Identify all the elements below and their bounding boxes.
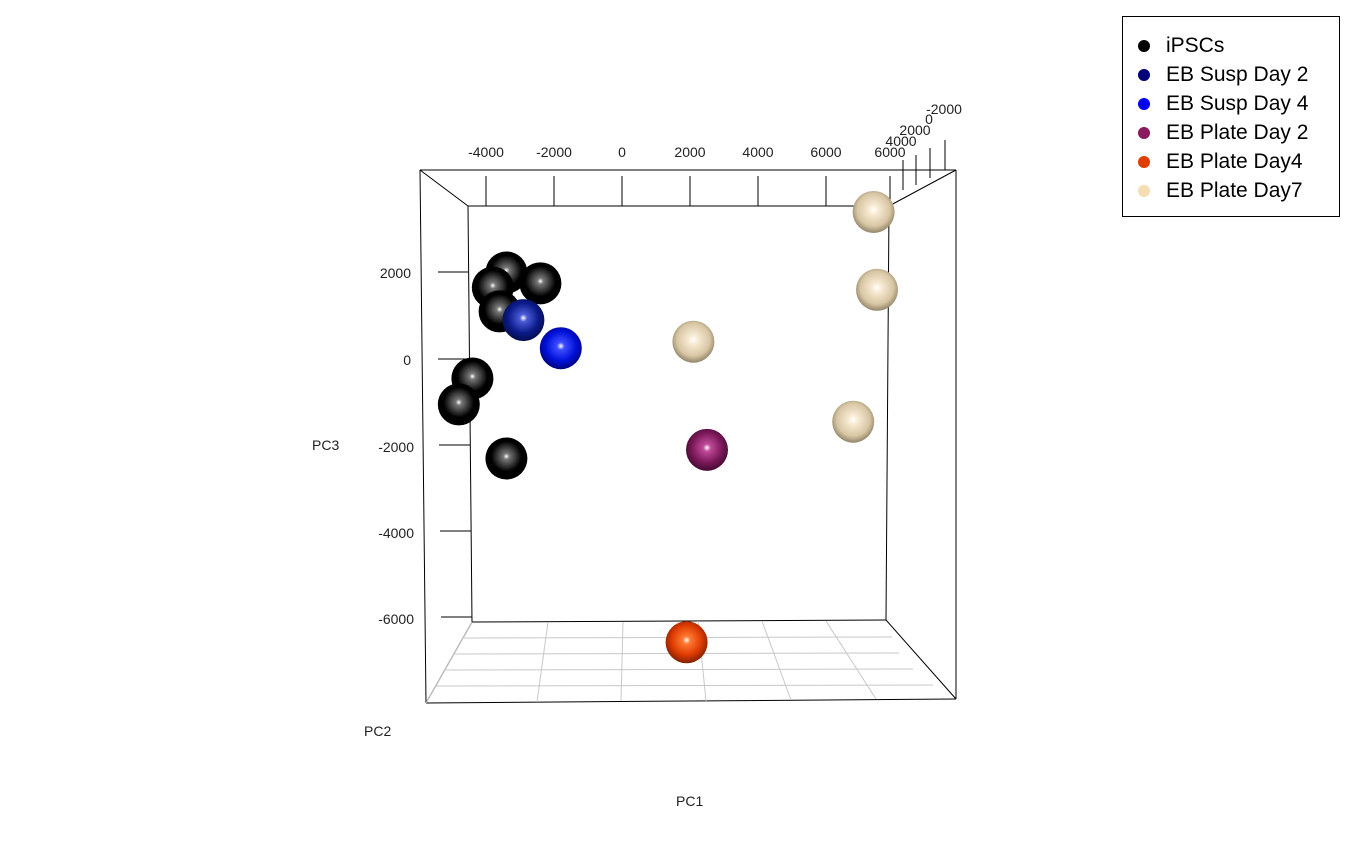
z-tick-label: 0 [403, 352, 411, 368]
legend: iPSCs EB Susp Day 2 EB Susp Day 4 EB Plate … [1122, 16, 1340, 217]
x-tick-label: -4000 [468, 144, 504, 160]
legend-item: iPSCs [1123, 31, 1339, 60]
legend-label: EB Plate Day4 [1166, 149, 1303, 173]
legend-marker [1138, 97, 1150, 110]
legend-item: EB Plate Day7 [1123, 176, 1339, 205]
z-axis-tick-labels: 2000 0 -2000 -4000 -6000 [378, 265, 414, 627]
legend-marker [1138, 126, 1150, 139]
x-axis-tick-labels: -4000 -2000 0 2000 4000 6000 6000 [468, 144, 906, 160]
z-tick-label: 2000 [380, 265, 411, 281]
data-point [686, 428, 728, 471]
legend-item: EB Plate Day 2 [1123, 118, 1339, 147]
data-point [485, 437, 528, 480]
x-tick-label: 0 [618, 144, 626, 160]
legend-label: EB Plate Day 2 [1166, 120, 1309, 144]
legend-label: EB Susp Day 4 [1166, 91, 1309, 115]
y-axis-ticks [902, 140, 946, 190]
data-point [856, 268, 898, 311]
x-tick-label: 4000 [742, 144, 773, 160]
legend-marker [1138, 155, 1150, 168]
y-axis-tick-labels: -2000 0 2000 4000 [885, 101, 962, 149]
z-tick-label: -4000 [378, 525, 414, 541]
x-tick-label: 6000 [874, 144, 905, 160]
x-tick-label: 2000 [674, 144, 705, 160]
x-tick-label: -2000 [536, 144, 572, 160]
x-axis-label: PC1 [676, 793, 703, 809]
z-tick-label: -2000 [378, 439, 414, 455]
legend-item: EB Plate Day4 [1123, 147, 1339, 176]
x-tick-label: 6000 [810, 144, 841, 160]
legend-marker [1138, 39, 1150, 52]
legend-item: EB Susp Day 2 [1123, 60, 1339, 89]
z-axis-label: PC3 [312, 437, 339, 453]
legend-label: iPSCs [1166, 33, 1225, 57]
legend-item: EB Susp Day 4 [1123, 89, 1339, 118]
data-point [437, 383, 480, 426]
z-tick-label: -6000 [378, 611, 414, 627]
data-points [437, 190, 898, 664]
data-point [665, 621, 708, 664]
data-point [832, 400, 875, 443]
y-tick-label: 0 [925, 111, 933, 127]
legend-label: EB Susp Day 2 [1166, 62, 1309, 86]
y-tick-label: 4000 [885, 133, 916, 149]
data-point [852, 190, 895, 233]
data-point [672, 320, 715, 363]
legend-marker [1138, 184, 1150, 197]
data-point [502, 299, 545, 342]
legend-label: EB Plate Day7 [1166, 178, 1303, 202]
legend-marker [1138, 68, 1150, 81]
y-tick-label: 2000 [899, 122, 930, 138]
floor-grid [425, 620, 934, 704]
data-point [519, 262, 562, 305]
y-axis-label: PC2 [364, 723, 391, 739]
x-axis-ticks [485, 176, 891, 206]
z-axis-ticks [438, 271, 472, 618]
data-point [539, 327, 582, 370]
y-tick-label: -2000 [926, 101, 962, 117]
